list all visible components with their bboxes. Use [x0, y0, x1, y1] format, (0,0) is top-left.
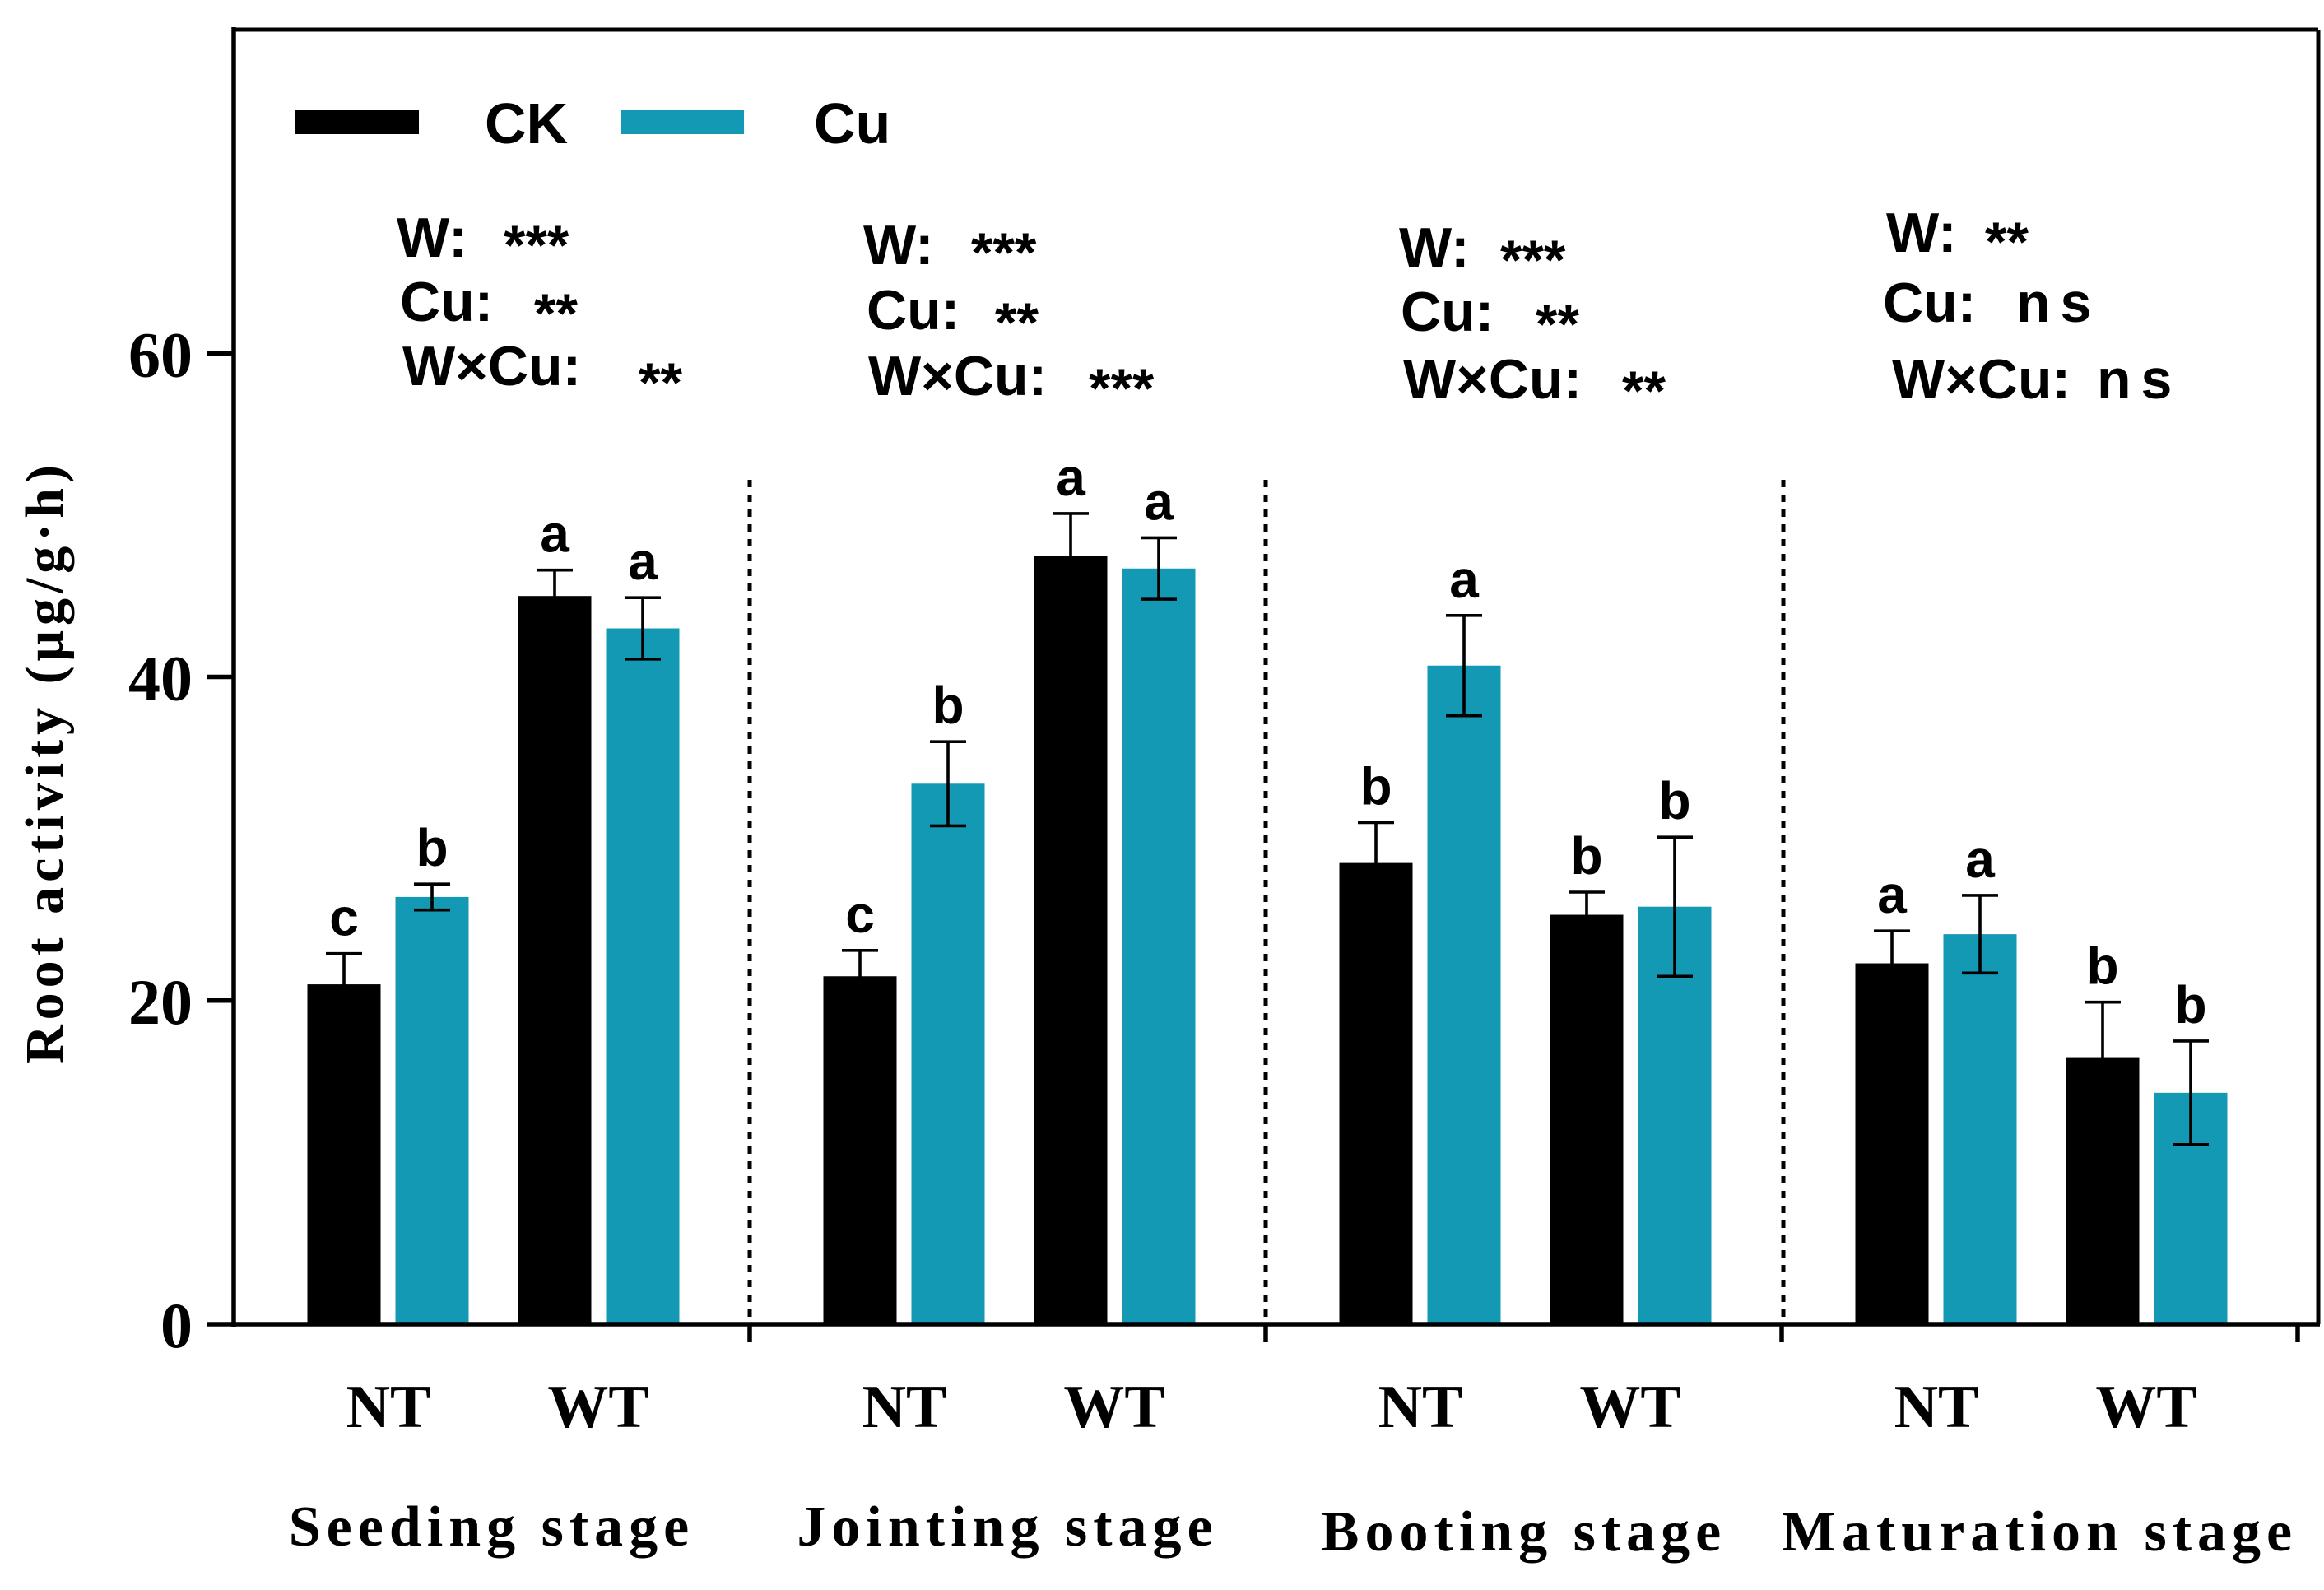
legend: CK Cu	[295, 91, 890, 156]
x-tick-label-booting-nt: NT	[1378, 1374, 1463, 1441]
bar-seeding-nt-ck	[307, 984, 381, 1324]
anova-factor-seeding-1: Cu:	[400, 271, 493, 333]
significance-letter-maturation-nt-cu: a	[1965, 830, 1995, 889]
error-bar-booting-wt-ck	[1569, 890, 1605, 939]
error-bar-seeding-nt-ck	[326, 951, 362, 1017]
legend-label-ck: CK	[485, 91, 568, 156]
anova-result-jointing-2: ***	[1089, 357, 1155, 420]
bar-booting-nt-ck	[1339, 862, 1413, 1324]
x-tick-label-jointing-wt: WT	[1063, 1374, 1164, 1441]
group-label-maturation: Maturation stage	[1782, 1500, 2298, 1564]
bar-maturation-nt-cu	[1943, 934, 2017, 1324]
error-bar-jointing-wt-cu	[1141, 536, 1177, 601]
bar-seeding-wt-ck	[518, 596, 592, 1324]
significance-letter-maturation-nt-ck: a	[1877, 865, 1907, 924]
significance-letter-maturation-wt-cu: b	[2174, 975, 2206, 1034]
anova-result-booting-2: **	[1622, 360, 1666, 422]
x-tick-label-maturation-nt: NT	[1894, 1374, 1979, 1441]
anova-result-jointing-0: ***	[971, 221, 1037, 284]
y-tick-label: 20	[128, 966, 193, 1038]
significance-letter-maturation-wt-ck: b	[2086, 937, 2118, 996]
anova-factor-jointing-0: W:	[863, 214, 934, 277]
x-tick-label-booting-wt: WT	[1579, 1374, 1680, 1441]
error-bar-seeding-wt-cu	[625, 596, 661, 661]
significance-letter-seeding-wt-ck: a	[540, 504, 569, 564]
error-bar-maturation-nt-cu	[1962, 894, 1998, 975]
significance-letter-booting-nt-ck: b	[1360, 756, 1392, 816]
error-bar-maturation-nt-ck	[1874, 929, 1910, 997]
significance-letter-jointing-wt-cu: a	[1144, 472, 1174, 531]
significance-letter-booting-wt-cu: b	[1658, 771, 1690, 830]
bar-seeding-nt-cu	[395, 896, 469, 1324]
anova-result-seeding-0: ***	[504, 214, 569, 277]
error-bar-maturation-wt-cu	[2173, 1039, 2209, 1146]
significance-letter-jointing-wt-ck: a	[1056, 448, 1085, 507]
anova-factor-jointing-2: W×Cu:	[868, 345, 1047, 407]
anova-result-booting-0: ***	[1500, 229, 1566, 291]
error-bar-jointing-wt-ck	[1053, 512, 1089, 599]
x-tick-label-seeding-nt: NT	[346, 1374, 431, 1441]
legend-label-cu: Cu	[814, 91, 890, 156]
bar-jointing-wt-ck	[1034, 556, 1108, 1324]
x-tick-label-seeding-wt: WT	[547, 1374, 648, 1441]
error-bar-booting-nt-cu	[1446, 613, 1482, 718]
anova-result-maturation-2: ns	[2097, 348, 2182, 411]
group-label-booting: Booting stage	[1321, 1500, 1727, 1564]
y-axis-ticks: 0 20 40 60	[128, 318, 234, 1361]
anova-factor-maturation-0: W:	[1886, 202, 1957, 264]
bars-layer	[307, 556, 2228, 1324]
error-bar-booting-wt-cu	[1657, 835, 1693, 979]
anova-factor-maturation-1: Cu:	[1883, 272, 1976, 334]
error-bar-booting-nt-ck	[1358, 821, 1394, 905]
significance-letter-seeding-nt-ck: c	[329, 888, 359, 947]
anova-factor-seeding-2: W×Cu:	[402, 335, 581, 398]
anova-factor-booting-1: Cu:	[1401, 281, 1494, 343]
group-label-seeding: Seeding stage	[289, 1495, 695, 1559]
group-label-jointing: Jointing stage	[797, 1495, 1218, 1559]
anova-result-seeding-2: **	[639, 351, 682, 414]
error-bar-seeding-wt-ck	[537, 568, 573, 624]
anova-result-jointing-1: **	[995, 291, 1039, 354]
significance-letter-seeding-wt-cu: a	[628, 532, 658, 591]
x-tick-label-maturation-wt: WT	[2095, 1374, 2196, 1441]
significance-letter-booting-wt-ck: b	[1570, 826, 1602, 886]
anova-factor-maturation-2: W×Cu:	[1892, 348, 2071, 411]
bar-maturation-nt-ck	[1855, 963, 1929, 1324]
anova-factor-jointing-1: Cu:	[867, 279, 960, 342]
significance-letter-jointing-nt-ck: c	[845, 885, 875, 944]
anova-result-seeding-1: **	[534, 282, 578, 345]
legend-swatch-ck	[295, 110, 419, 134]
anova-factor-booting-2: W×Cu:	[1403, 348, 1582, 411]
significance-letter-booting-nt-cu: a	[1449, 550, 1479, 609]
error-bar-jointing-nt-ck	[842, 948, 878, 1004]
error-bar-jointing-nt-cu	[930, 740, 966, 828]
x-tick-label-jointing-nt: NT	[862, 1374, 947, 1441]
y-tick-label: 40	[128, 643, 193, 714]
y-tick-label: 60	[128, 318, 193, 390]
error-bar-maturation-wt-ck	[2085, 1000, 2121, 1114]
anova-result-booting-1: **	[1536, 293, 1579, 356]
y-tick-label: 0	[160, 1290, 193, 1361]
bar-booting-nt-cu	[1427, 665, 1501, 1324]
bar-booting-wt-ck	[1550, 914, 1624, 1324]
anova-result-maturation-0: **	[1985, 211, 2029, 273]
anova-factor-booting-0: W:	[1399, 216, 1470, 279]
bar-jointing-nt-cu	[911, 783, 985, 1324]
error-bars-layer	[326, 512, 2209, 1146]
bar-jointing-nt-ck	[823, 976, 897, 1324]
significance-letter-jointing-nt-cu: b	[932, 676, 964, 735]
error-bar-seeding-nt-cu	[414, 882, 450, 912]
anova-annotations-layer: W: ***Cu: **W×Cu: **W: ***Cu: **W×Cu: ***W: ***…	[397, 202, 2182, 422]
anova-factor-seeding-0: W:	[397, 207, 467, 269]
anova-result-maturation-1: ns	[2016, 272, 2101, 334]
significance-letter-seeding-nt-cu: b	[416, 818, 448, 877]
bar-jointing-wt-cu	[1122, 568, 1196, 1324]
y-axis-title: Root activity (μg/g·h)	[15, 460, 75, 1064]
bar-seeding-wt-cu	[606, 628, 680, 1324]
legend-swatch-cu	[621, 110, 744, 134]
category-labels-layer: NT WT Seeding stage NT WT Jointing stage NT WT B…	[289, 1374, 2298, 1564]
